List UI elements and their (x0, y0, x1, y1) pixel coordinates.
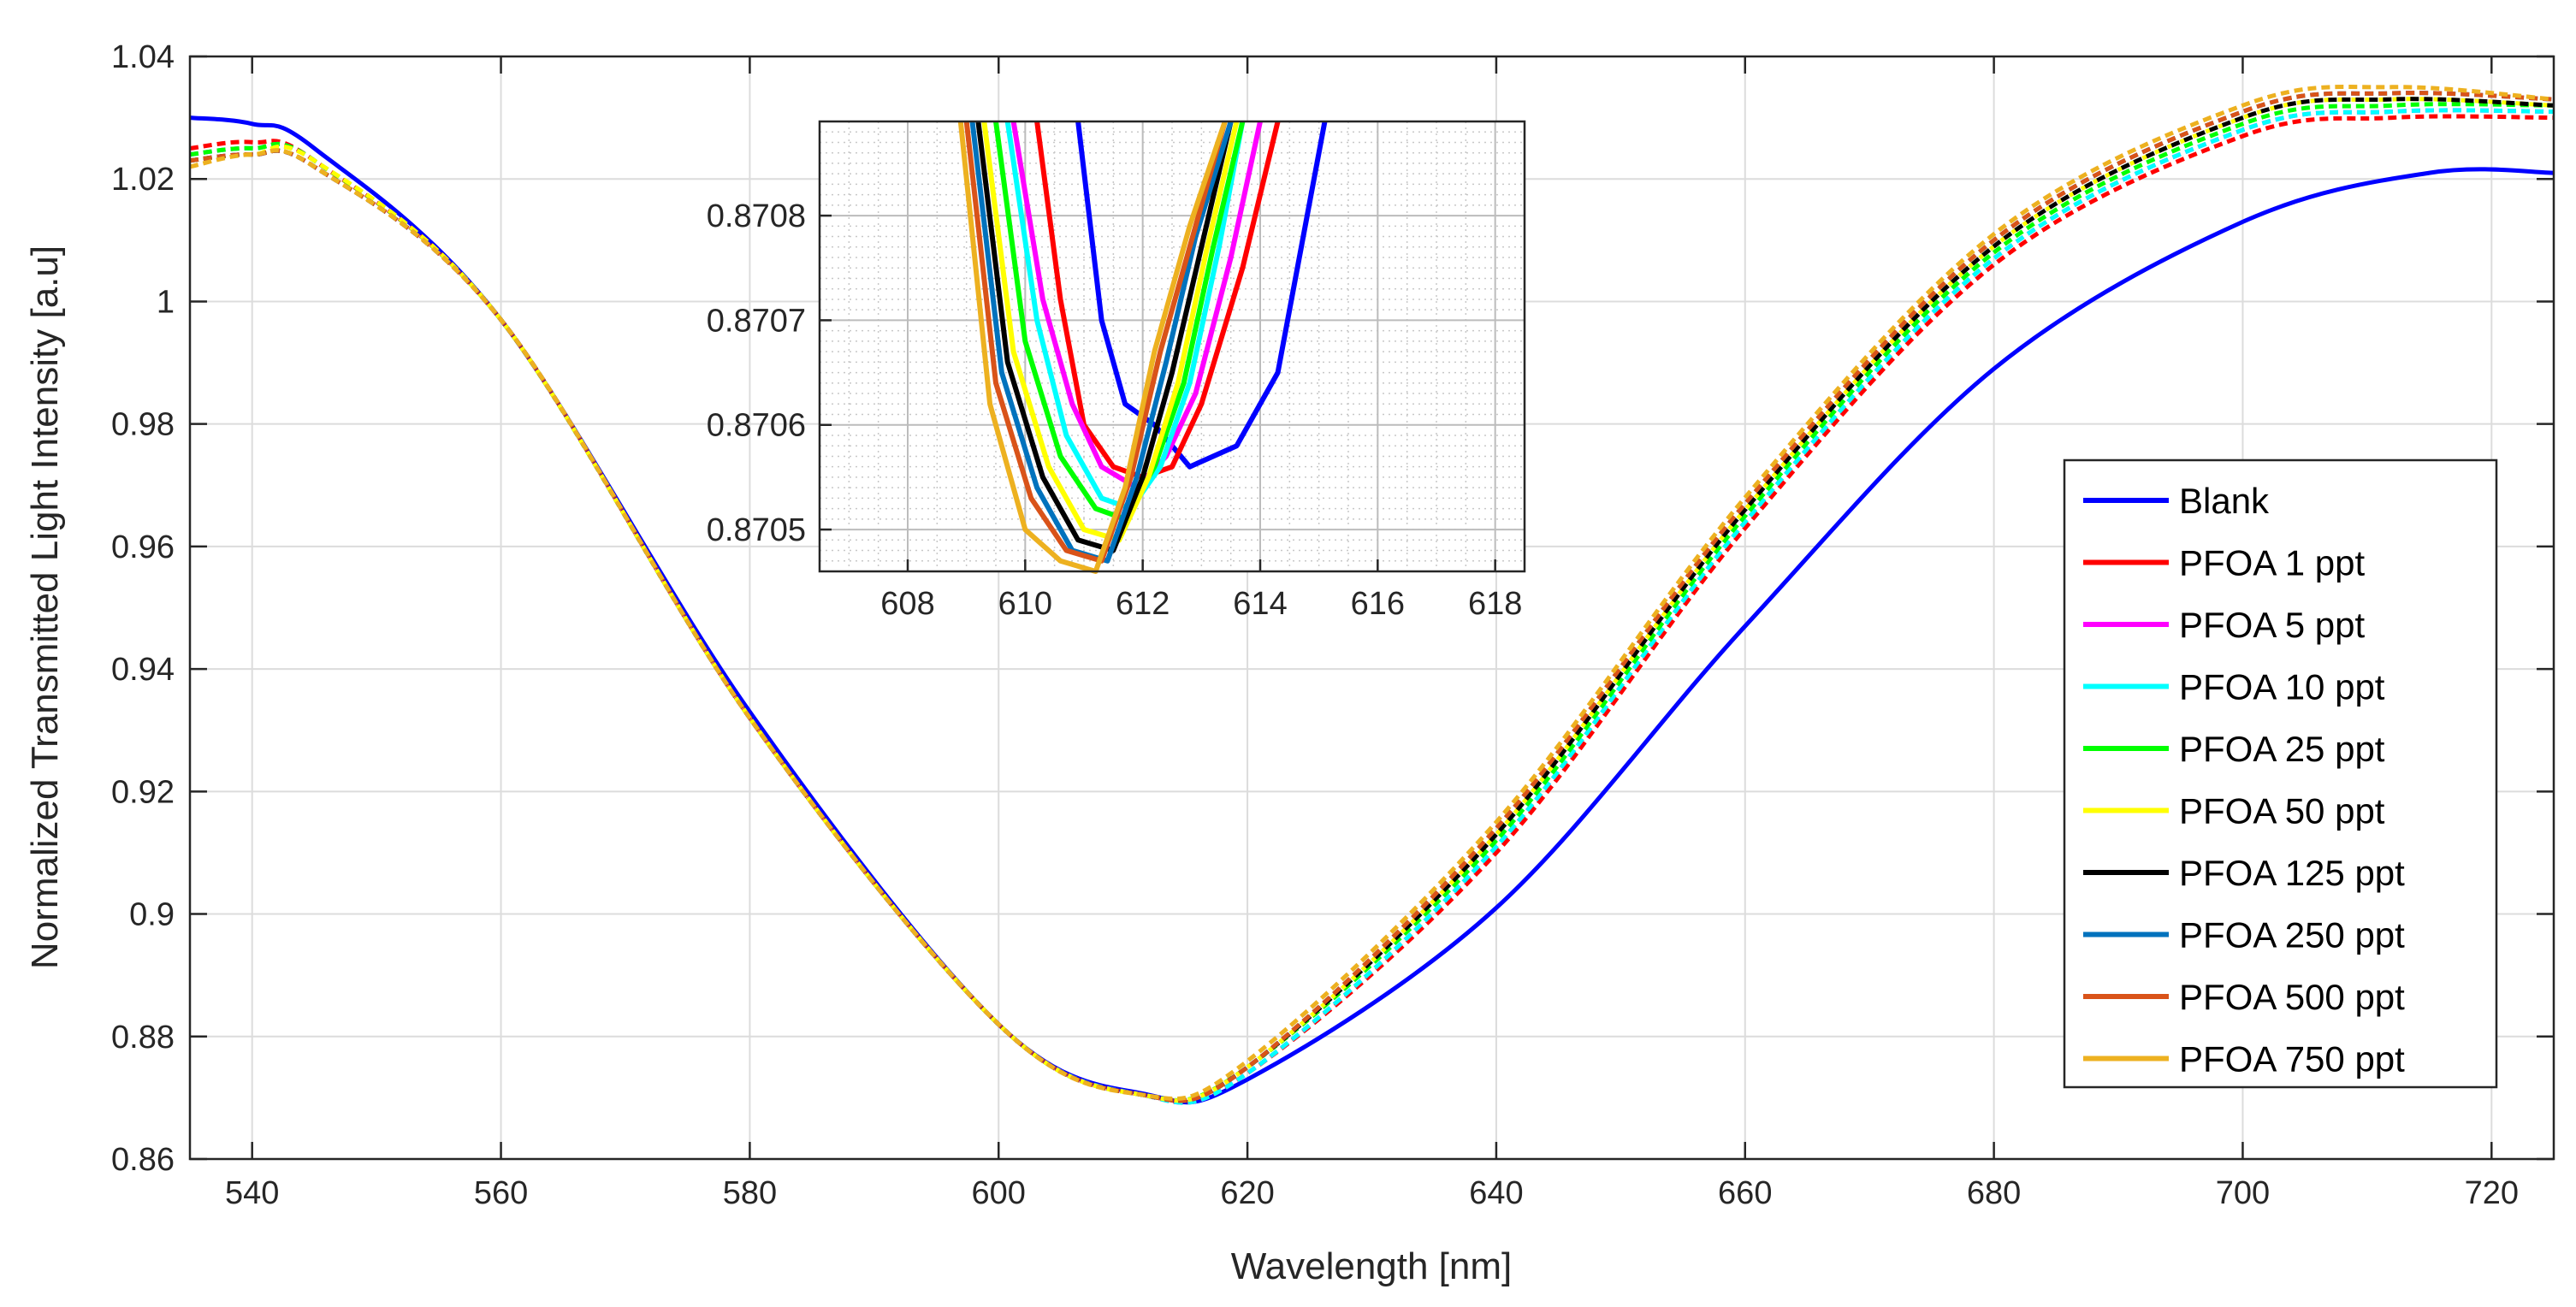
legend-label: PFOA 50 ppt (2179, 791, 2385, 831)
inset-series-line (969, 121, 1234, 564)
inset-ticks: 608 610 612 614 616 618 0.8705 0.8706 0.8707 0.87… (707, 198, 1523, 622)
legend-label: PFOA 125 ppt (2179, 853, 2405, 893)
inset-y-tick-label: 0.8708 (707, 198, 806, 234)
inset-series-group (957, 121, 1328, 574)
main-y-tick-label: 0.9 (129, 897, 175, 933)
main-y-tick-label: 0.96 (111, 529, 175, 565)
main-x-tick-label: 700 (2216, 1175, 2270, 1211)
main-series-line (189, 85, 2555, 1102)
main-plot-frame (188, 55, 2555, 1161)
legend-label: PFOA 25 ppt (2179, 729, 2385, 769)
main-x-tick-label: 640 (1469, 1175, 1523, 1211)
main-y-tick-label: 1.04 (111, 39, 175, 75)
legend-label: PFOA 1 ppt (2179, 543, 2365, 583)
inset-y-tick-label: 0.8707 (707, 303, 806, 339)
inset-y-tick-label: 0.8706 (707, 408, 806, 444)
legend: Blank PFOA 1 ppt PFOA 5 ppt PFOA 10 ppt PFOA… (2063, 458, 2498, 1089)
main-x-tick-label: 560 (474, 1175, 528, 1211)
inset-plot-frame (818, 120, 1526, 573)
inset-x-tick-label: 612 (1116, 586, 1170, 622)
main-y-tick-label: 0.92 (111, 774, 175, 810)
inset-y-tick-label: 0.8705 (707, 512, 806, 548)
x-axis-label: Wavelength [nm] (1231, 1245, 1513, 1287)
main-y-tick-label: 1 (157, 284, 175, 320)
legend-label: PFOA 500 ppt (2179, 977, 2405, 1017)
main-y-tick-label: 1.02 (111, 162, 175, 198)
inset-axes: 608 610 612 614 616 618 0.8705 0.8706 0.8707 0.87… (707, 120, 1526, 622)
main-y-tick-label: 0.94 (111, 652, 175, 688)
legend-label: PFOA 250 ppt (2179, 915, 2405, 955)
main-x-tick-label: 660 (1718, 1175, 1772, 1211)
main-x-tick-label: 720 (2465, 1175, 2519, 1211)
main-series-line (189, 97, 2555, 1103)
inset-series-line (1075, 121, 1328, 470)
legend-label: Blank (2179, 481, 2270, 521)
legend-items: Blank PFOA 1 ppt PFOA 5 ppt PFOA 10 ppt PFOA… (2083, 481, 2405, 1079)
inset-x-tick-label: 614 (1233, 586, 1287, 622)
y-axis-label: Normalized Transmitted Light Intensity [… (24, 245, 66, 969)
main-series-line (189, 115, 2555, 1105)
main-y-tick-label: 0.88 (111, 1020, 175, 1056)
inset-x-tick-label: 608 (880, 586, 934, 622)
main-series-group (189, 85, 2555, 1105)
legend-label: PFOA 750 ppt (2179, 1039, 2405, 1079)
main-y-tick-label: 0.98 (111, 407, 175, 443)
main-x-tick-label: 540 (225, 1175, 279, 1211)
main-ticks: 540 560 580 600 620 640 660 680 700 720 0.86 0.88 0.… (111, 39, 2554, 1211)
legend-label: PFOA 5 ppt (2179, 605, 2365, 645)
legend-label: PFOA 10 ppt (2179, 667, 2385, 707)
main-x-tick-label: 580 (723, 1175, 777, 1211)
inset-x-tick-label: 618 (1468, 586, 1522, 622)
inset-x-tick-label: 610 (998, 586, 1052, 622)
main-x-tick-label: 620 (1220, 1175, 1274, 1211)
main-x-tick-label: 600 (972, 1175, 1026, 1211)
inset-x-tick-label: 616 (1351, 586, 1405, 622)
main-y-tick-label: 0.86 (111, 1142, 175, 1178)
main-x-tick-label: 680 (1967, 1175, 2021, 1211)
